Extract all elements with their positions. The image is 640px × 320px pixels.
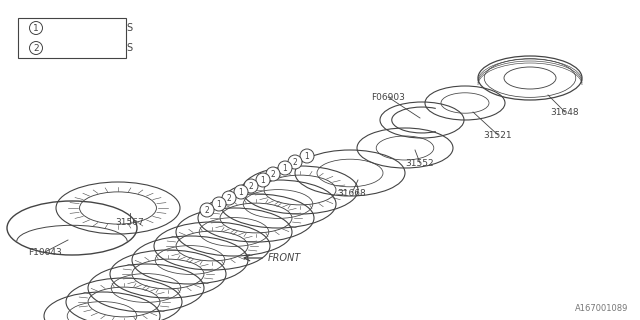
Text: 1: 1 (33, 23, 39, 33)
Circle shape (288, 155, 302, 169)
Circle shape (234, 185, 248, 199)
Text: 1: 1 (239, 188, 243, 196)
Text: 31668: 31668 (338, 188, 366, 197)
Circle shape (222, 191, 236, 205)
Text: 2: 2 (227, 194, 232, 203)
Text: 31521: 31521 (484, 131, 512, 140)
Text: F10043: F10043 (28, 247, 62, 257)
Circle shape (212, 197, 226, 211)
Text: 5PCS: 5PCS (108, 43, 134, 53)
Text: 31532: 31532 (65, 43, 95, 53)
Circle shape (256, 173, 270, 187)
Circle shape (29, 21, 42, 35)
Text: 2: 2 (292, 157, 298, 166)
Text: 2: 2 (33, 44, 39, 52)
Text: 2: 2 (205, 205, 209, 214)
Text: 1: 1 (305, 151, 309, 161)
Text: 31536: 31536 (65, 23, 95, 33)
Text: 2: 2 (271, 170, 275, 179)
Text: FRONT: FRONT (268, 253, 301, 263)
Text: 31567: 31567 (116, 218, 145, 227)
Circle shape (278, 161, 292, 175)
Text: 1: 1 (216, 199, 221, 209)
Circle shape (200, 203, 214, 217)
Circle shape (266, 167, 280, 181)
Text: F06903: F06903 (371, 92, 405, 101)
Bar (18, 18, 126, 58)
Text: 1: 1 (283, 164, 287, 172)
Text: 31552: 31552 (406, 158, 435, 167)
Text: 5PCS: 5PCS (108, 23, 134, 33)
Text: 2: 2 (248, 181, 253, 190)
Circle shape (300, 149, 314, 163)
Circle shape (29, 42, 42, 54)
Text: 1: 1 (260, 175, 266, 185)
Text: 31648: 31648 (550, 108, 579, 116)
Circle shape (244, 179, 258, 193)
Text: A167001089: A167001089 (575, 304, 628, 313)
